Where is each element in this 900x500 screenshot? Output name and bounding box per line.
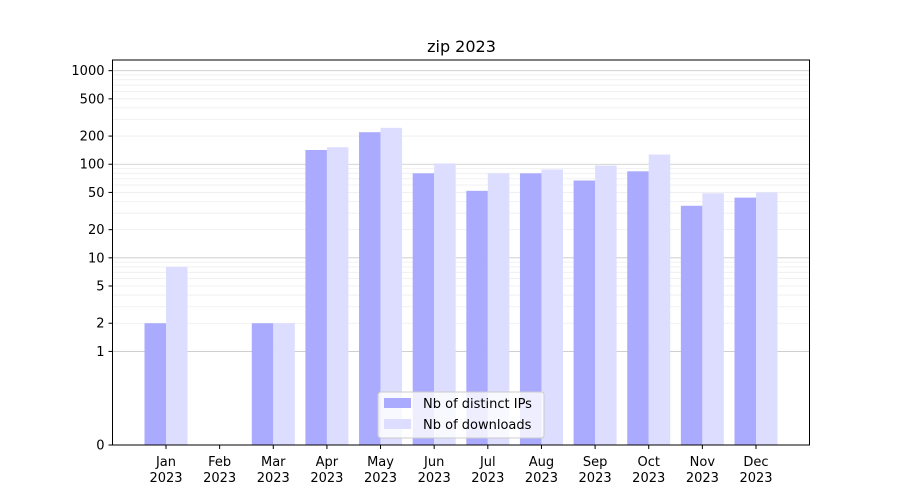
x-tick-label-year: 2023 (739, 471, 772, 486)
bar-distinct-ips (573, 180, 596, 446)
legend-swatch-downloads (384, 419, 411, 429)
y-tick-label: 100 (80, 158, 105, 173)
bar-downloads (326, 147, 349, 445)
bar-downloads (487, 173, 510, 445)
bar-downloads (434, 163, 456, 445)
legend-swatch-distinct-ips (384, 398, 411, 408)
bar-downloads (648, 154, 671, 445)
bar-distinct-ips (359, 132, 381, 445)
x-tick-label-year: 2023 (418, 471, 451, 486)
x-tick-label-month: Sep (583, 455, 608, 470)
x-axis: Jan2023Feb2023Mar2023Apr2023May2023Jun20… (149, 445, 773, 486)
legend-label-downloads: Nb of downloads (423, 418, 532, 433)
bar-distinct-ips (734, 197, 756, 445)
bar-distinct-ips (519, 173, 542, 445)
y-tick-label: 50 (88, 186, 105, 201)
bar-downloads (273, 323, 295, 445)
x-tick-label-year: 2023 (525, 471, 558, 486)
y-tick-label: 20 (88, 223, 105, 238)
y-axis: 0 1 2 5 10 20 50 100 200 500 1000 (71, 64, 113, 454)
x-tick-label-month: Mar (261, 455, 286, 470)
x-tick-label-month: Dec (743, 455, 768, 470)
bar-downloads (595, 165, 617, 446)
x-tick-label-year: 2023 (632, 471, 665, 486)
bar-distinct-ips (251, 323, 274, 445)
x-tick-label-year: 2023 (257, 471, 290, 486)
bar-distinct-ips (627, 171, 649, 445)
x-tick-label-month: Nov (690, 455, 716, 470)
bars (144, 127, 778, 446)
bar-downloads (380, 127, 403, 445)
y-tick-label: 1000 (71, 64, 104, 79)
bar-downloads (756, 192, 778, 445)
y-tick-label: 5 (96, 280, 104, 295)
x-tick-label-year: 2023 (579, 471, 612, 486)
x-tick-label-year: 2023 (203, 471, 236, 486)
y-tick-label: 10 (88, 251, 105, 266)
y-tick-label: 2 (96, 317, 104, 332)
legend: Nb of distinct IPs Nb of downloads (377, 391, 545, 439)
x-tick-label-month: Jun (423, 455, 444, 470)
bar-downloads (541, 169, 563, 446)
plot-frame (112, 59, 810, 446)
bar-downloads (166, 266, 188, 445)
y-tick-label: 1 (96, 345, 104, 360)
x-tick-label-month: Aug (529, 455, 554, 470)
x-tick-label-year: 2023 (471, 471, 504, 486)
x-tick-label-year: 2023 (686, 471, 719, 486)
x-tick-label-month: Feb (208, 455, 231, 470)
y-tick-label: 0 (96, 439, 104, 454)
bar-distinct-ips (144, 323, 166, 445)
bar-distinct-ips (305, 149, 327, 445)
y-tick-label: 500 (80, 92, 105, 107)
legend-label-distinct-ips: Nb of distinct IPs (423, 397, 532, 412)
y-tick-label: 200 (80, 130, 105, 145)
chart-title: zip 2023 (427, 37, 496, 56)
bar-downloads (702, 193, 724, 445)
x-tick-label-year: 2023 (364, 471, 397, 486)
x-tick-label-month: Jul (479, 455, 496, 470)
x-tick-label-year: 2023 (310, 471, 343, 486)
x-tick-label-month: Jan (155, 455, 176, 470)
bar-distinct-ips (680, 205, 703, 445)
bar-distinct-ips (466, 190, 488, 445)
legend-box (377, 391, 545, 439)
x-tick-label-month: Oct (637, 455, 659, 470)
x-tick-label-month: May (367, 455, 394, 470)
bar-distinct-ips (412, 173, 435, 445)
x-tick-label-month: Apr (316, 455, 339, 470)
x-tick-label-year: 2023 (149, 471, 182, 486)
